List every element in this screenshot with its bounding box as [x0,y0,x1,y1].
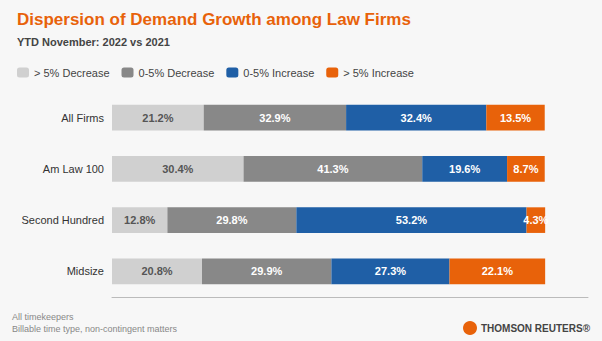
svg-text:Midsize: Midsize [67,265,104,277]
svg-text:All Firms: All Firms [61,112,104,124]
svg-text:Billable time type, non-contin: Billable time type, non-contingent matte… [12,324,178,334]
svg-text:Am Law 100: Am Law 100 [43,163,104,175]
svg-text:> 5% Decrease: > 5% Decrease [34,67,110,79]
svg-text:21.2%: 21.2% [142,112,173,124]
svg-text:27.3%: 27.3% [375,265,406,277]
svg-text:30.4%: 30.4% [162,163,193,175]
svg-text:0-5% Increase: 0-5% Increase [243,67,314,79]
svg-text:32.9%: 32.9% [259,112,290,124]
svg-text:8.7%: 8.7% [513,163,538,175]
svg-text:4.3%: 4.3% [523,214,548,226]
svg-text:THOMSON REUTERS®: THOMSON REUTERS® [481,323,591,334]
svg-text:53.2%: 53.2% [396,214,427,226]
svg-text:20.8%: 20.8% [141,265,172,277]
svg-text:Dispersion of Demand Growth am: Dispersion of Demand Growth among Law Fi… [17,10,411,29]
svg-text:YTD November: 2022 vs 2021: YTD November: 2022 vs 2021 [17,36,170,48]
svg-text:13.5%: 13.5% [500,112,531,124]
svg-text:29.9%: 29.9% [251,265,282,277]
svg-text:41.3%: 41.3% [317,163,348,175]
svg-text:0-5% Decrease: 0-5% Decrease [139,67,215,79]
svg-text:All timekeepers: All timekeepers [12,312,74,322]
svg-text:> 5% Increase: > 5% Increase [343,67,414,79]
svg-text:12.8%: 12.8% [124,214,155,226]
svg-text:32.4%: 32.4% [401,112,432,124]
svg-text:22.1%: 22.1% [482,265,513,277]
svg-text:19.6%: 19.6% [449,163,480,175]
svg-text:29.8%: 29.8% [216,214,247,226]
svg-text:Second Hundred: Second Hundred [21,214,104,226]
